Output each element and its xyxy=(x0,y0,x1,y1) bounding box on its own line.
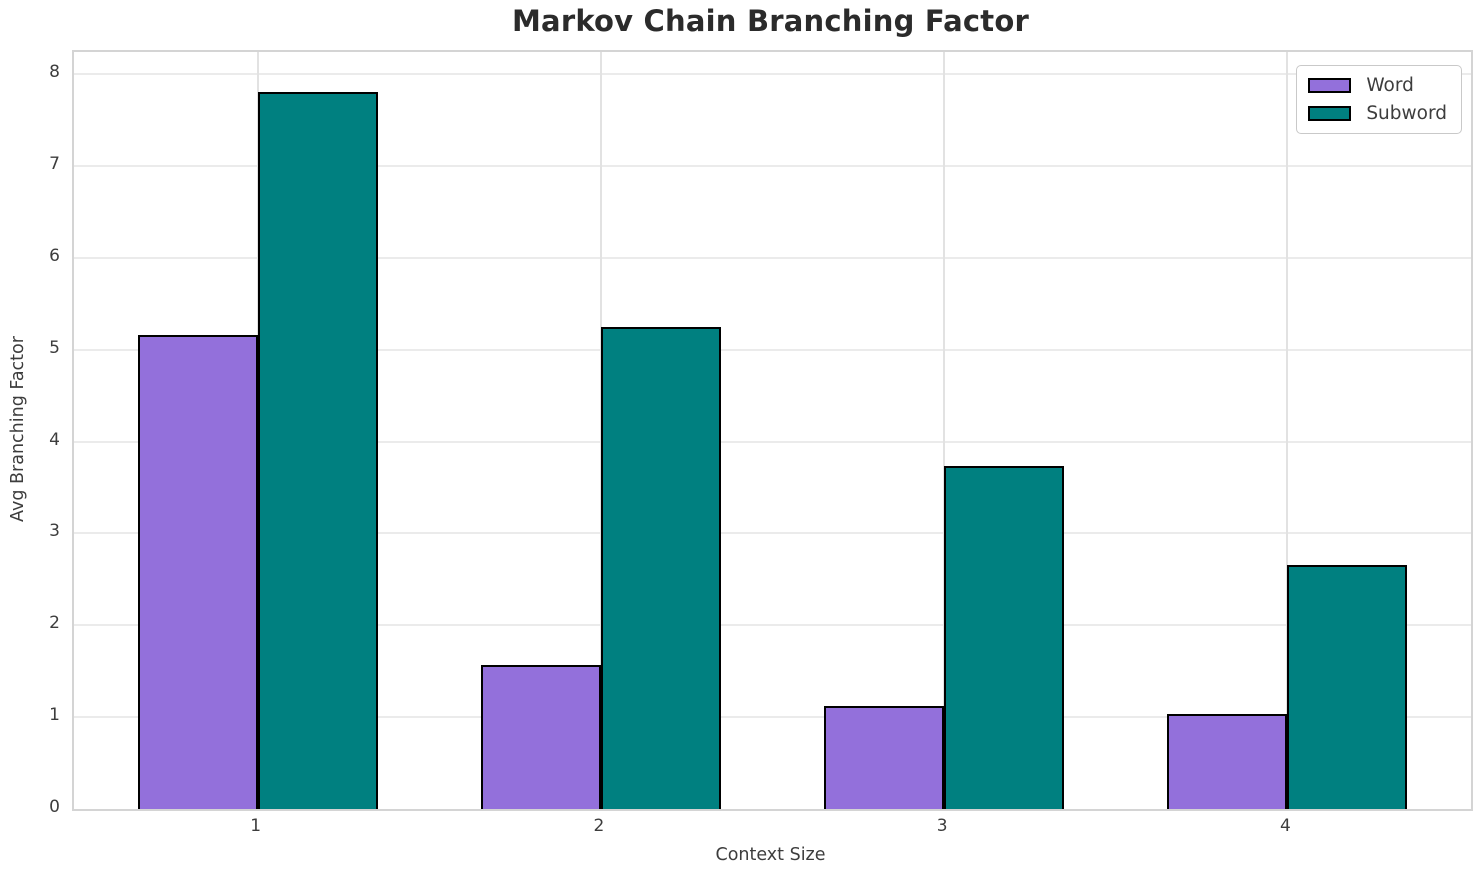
gridline-horizontal xyxy=(74,348,1471,351)
bar-word-3 xyxy=(823,706,945,809)
y-tick-label: 5 xyxy=(49,337,60,358)
gridline-horizontal xyxy=(74,256,1471,259)
y-tick-label: 7 xyxy=(49,153,60,174)
x-tick-label: 2 xyxy=(593,816,605,836)
chart-title: Markov Chain Branching Factor xyxy=(512,4,1029,38)
y-tick-label: 2 xyxy=(49,613,60,634)
bar-subword-2 xyxy=(600,326,721,809)
gridline-horizontal xyxy=(74,716,1471,719)
y-tick-label: 8 xyxy=(49,62,60,83)
y-tick-label: 3 xyxy=(49,521,60,542)
y-tick-label: 1 xyxy=(49,705,60,726)
legend-item: Subword xyxy=(1308,103,1447,124)
bar-word-4 xyxy=(1167,714,1288,809)
x-tick-label: 4 xyxy=(1279,816,1291,836)
x-axis-label: Context Size xyxy=(715,845,826,865)
gridline-horizontal xyxy=(74,532,1471,535)
bar-word-1 xyxy=(137,334,258,809)
gridline-horizontal xyxy=(74,440,1471,443)
legend-swatch xyxy=(1308,106,1352,121)
legend: Word Subword xyxy=(1296,65,1462,134)
y-tick-label: 0 xyxy=(49,797,60,817)
legend-item: Word xyxy=(1308,75,1447,96)
bar-subword-3 xyxy=(944,466,1065,809)
bar-word-2 xyxy=(480,664,601,809)
gridline-horizontal xyxy=(74,164,1471,167)
gridline-horizontal xyxy=(74,624,1471,627)
x-tick-label: 1 xyxy=(250,816,262,836)
legend-label: Subword xyxy=(1366,103,1447,124)
bar-subword-1 xyxy=(257,91,378,809)
gridline-vertical xyxy=(1286,52,1289,809)
gridline-horizontal xyxy=(74,73,1471,76)
bar-subword-4 xyxy=(1287,564,1408,809)
y-tick-label: 6 xyxy=(49,245,60,266)
y-tick-label: 4 xyxy=(49,429,60,450)
plot-area: Word Subword xyxy=(72,50,1473,811)
gridline-vertical xyxy=(943,52,946,809)
legend-swatch xyxy=(1308,78,1352,93)
legend-label: Word xyxy=(1366,75,1414,96)
x-tick-label: 3 xyxy=(936,816,948,836)
